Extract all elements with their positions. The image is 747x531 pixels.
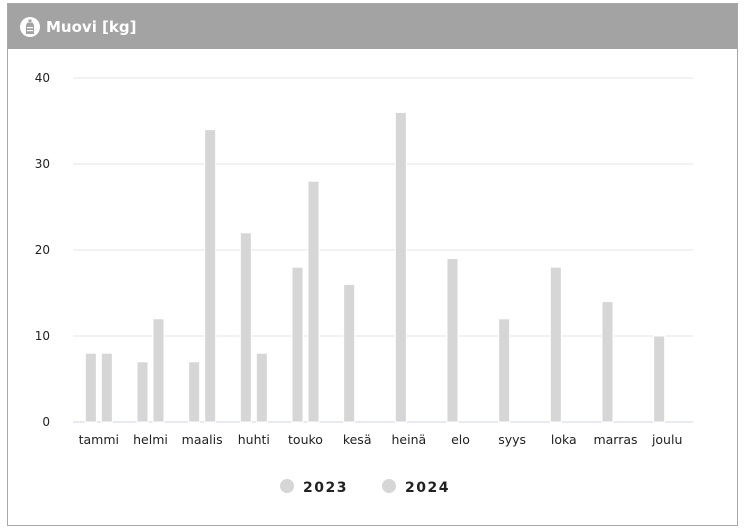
x-tick-label: maalis — [182, 432, 223, 447]
x-tick-label: tammi — [79, 432, 119, 447]
bar-2023-touko — [291, 266, 304, 423]
x-tick-label: loka — [551, 432, 577, 447]
y-tick-label: 40 — [35, 71, 50, 85]
bar-2023-maalis — [188, 361, 201, 423]
bar-2024-huhti — [255, 352, 268, 423]
x-tick-label: touko — [288, 432, 323, 447]
bar-2023-helmi — [136, 361, 149, 423]
card-header: Muovi [kg] — [8, 4, 737, 49]
bar-2023-elo — [446, 258, 459, 423]
x-tick-label: kesä — [343, 432, 372, 447]
bar-2023-tammi — [84, 352, 97, 423]
bar-2023-marras — [601, 301, 614, 423]
x-tick-label: helmi — [133, 432, 168, 447]
bottle-icon — [20, 16, 40, 37]
legend-marker-2023 — [280, 479, 294, 493]
x-tick-label: joulu — [651, 432, 682, 447]
bar-2024-tammi — [100, 352, 113, 423]
y-tick-label: 30 — [35, 157, 50, 171]
bar-2024-touko — [307, 180, 320, 423]
y-tick-label: 10 — [35, 329, 50, 343]
bar-2023-heinä — [394, 111, 407, 423]
legend-marker-2024 — [382, 479, 396, 493]
bar-2023-joulu — [653, 335, 666, 423]
bar-2023-loka — [549, 266, 562, 423]
x-tick-label: syys — [498, 432, 526, 447]
bar-2024-maalis — [204, 129, 217, 423]
x-tick-label: heinä — [391, 432, 426, 447]
bar-2023-huhti — [239, 232, 252, 423]
x-tick-label: huhti — [238, 432, 270, 447]
y-tick-label: 20 — [35, 243, 50, 257]
bar-2024-helmi — [152, 318, 165, 423]
x-tick-label: elo — [451, 432, 470, 447]
legend-label-2024: 2024 — [405, 480, 450, 496]
chart-card: Muovi [kg] — [7, 3, 738, 526]
bar-2023-syys — [498, 318, 511, 423]
y-tick-label: 0 — [42, 415, 50, 429]
x-tick-label: marras — [593, 432, 637, 447]
bar-2023-kesä — [343, 283, 356, 423]
legend-label-2023: 2023 — [303, 480, 348, 496]
card-title: Muovi [kg] — [46, 17, 137, 36]
